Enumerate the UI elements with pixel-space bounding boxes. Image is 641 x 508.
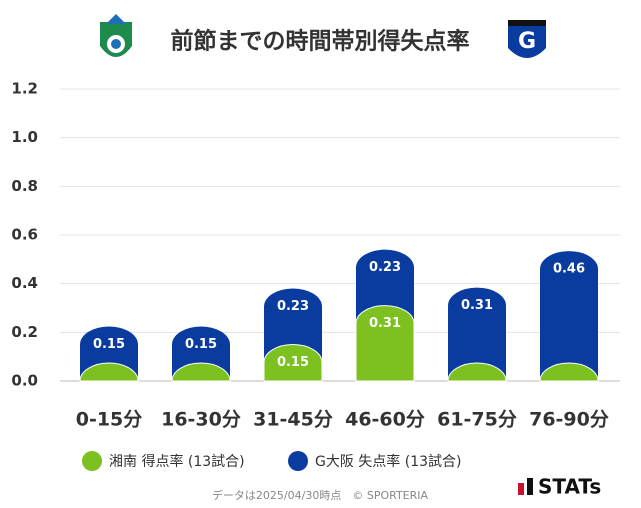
footer: データは2025/04/30時点 © SPORTERIA: [212, 488, 429, 502]
x-tick-label: 46-60分: [345, 409, 425, 431]
y-tick-label: 0.4: [11, 274, 38, 292]
bar: [171, 362, 231, 382]
bar: [539, 362, 599, 382]
bar: [540, 251, 598, 381]
bar: [448, 287, 506, 381]
brand-logo: STATs: [518, 475, 601, 499]
y-tick-label: 1.0: [11, 128, 38, 146]
y-tick-label: 0.0: [11, 372, 38, 390]
chart-title: 前節までの時間帯別得失点率: [171, 28, 470, 55]
value-label: 0.31: [369, 316, 401, 331]
value-label: 0.23: [277, 299, 309, 314]
legend-swatch: [288, 451, 308, 471]
home-logo: [100, 14, 132, 57]
value-label: 0.31: [461, 298, 493, 313]
legend-label: 湘南 得点率 (13試合): [109, 453, 245, 470]
bar: [263, 344, 323, 382]
y-tick-label: 1.2: [11, 80, 38, 98]
value-label: 0.46: [553, 262, 585, 277]
bar: [355, 305, 415, 382]
y-tick-label: 0.8: [11, 177, 38, 195]
value-label: 0.15: [93, 337, 125, 352]
value-label: 0.15: [277, 355, 309, 370]
y-tick-label: 0.6: [11, 226, 38, 244]
legend-swatch: [82, 451, 102, 471]
away-logo: G: [508, 20, 546, 58]
x-tick-label: 76-90分: [529, 409, 609, 431]
value-label: 0.15: [185, 337, 217, 352]
bar: [79, 362, 139, 382]
legend-label: G大阪 失点率 (13試合): [315, 453, 462, 470]
x-tick-label: 0-15分: [76, 409, 143, 431]
x-tick-label: 61-75分: [437, 409, 517, 431]
x-tick-label: 16-30分: [161, 409, 241, 431]
svg-text:G: G: [518, 29, 536, 54]
y-tick-label: 0.2: [11, 323, 38, 341]
value-label: 0.23: [369, 260, 401, 275]
x-tick-label: 31-45分: [253, 409, 333, 431]
brand: STATs: [538, 475, 601, 499]
bar: [447, 362, 507, 382]
